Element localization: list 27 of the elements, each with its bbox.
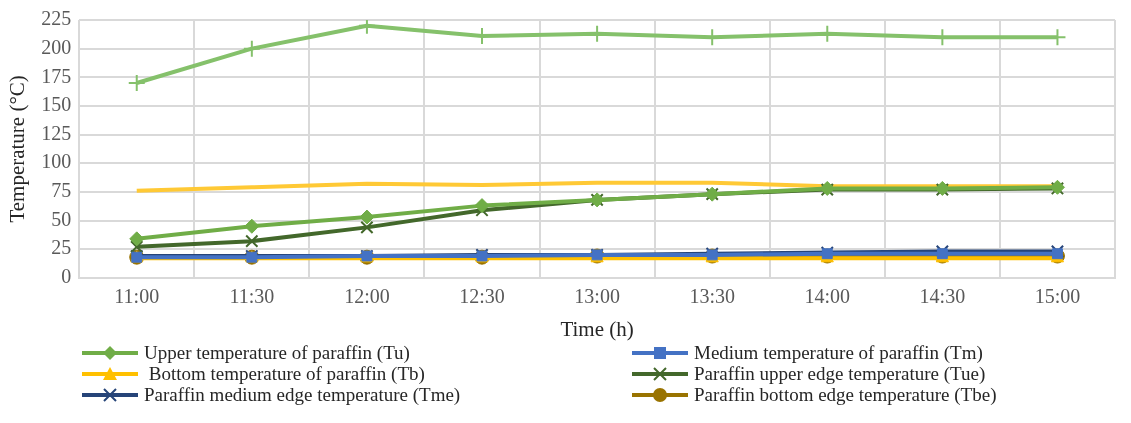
x-tick-label: 12:00 — [344, 285, 390, 308]
x-tick-label: 13:00 — [574, 285, 620, 308]
y-tick-label: 100 — [41, 150, 72, 173]
legend-label: Paraffin upper edge temperature (Tue) — [694, 363, 986, 384]
x-tick-label: 11:30 — [229, 285, 275, 308]
y-tick-label: 175 — [41, 64, 72, 87]
x-axis-title: Time (h) — [560, 316, 634, 341]
x-tick-label: 14:00 — [804, 285, 851, 308]
legend-label: Medium temperature of paraffin (Tm) — [694, 342, 983, 363]
x-tick-label: 11:00 — [114, 285, 160, 308]
y-tick-label: 50 — [51, 207, 72, 230]
y-tick-label: 125 — [41, 121, 72, 144]
y-tick-label: 75 — [51, 179, 72, 202]
x-tick-label: 15:00 — [1034, 285, 1081, 308]
y-tick-label: 150 — [41, 93, 72, 116]
x-tick-label: 12:30 — [459, 285, 505, 308]
x-tick-label: 14:30 — [919, 285, 966, 308]
y-tick-label: 225 — [41, 7, 72, 30]
x-tick-label: 13:30 — [689, 285, 735, 308]
y-axis-title: Temperature (°C) — [5, 75, 30, 223]
y-tick-label: 200 — [41, 35, 72, 58]
y-tick-label: 0 — [61, 265, 72, 288]
legend-label: Bottom temperature of paraffin (Tb) — [147, 363, 425, 384]
legend-label: Paraffin medium edge temperature (Tme) — [144, 384, 461, 405]
legend-label: Upper temperature of paraffin (Tu) — [144, 342, 410, 363]
legend-label: Paraffin bottom edge temperature (Tbe) — [694, 384, 997, 405]
y-tick-label: 25 — [51, 236, 72, 259]
